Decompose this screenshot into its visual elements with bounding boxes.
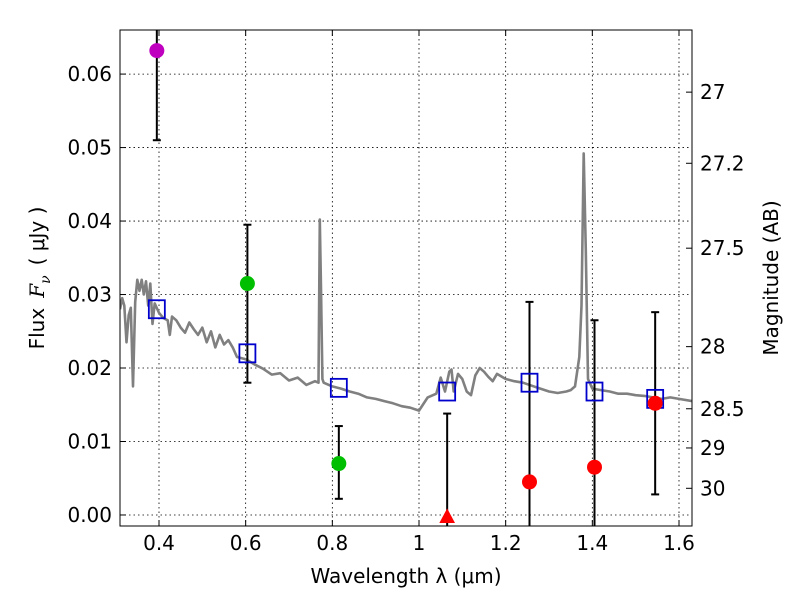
observed-point — [331, 456, 347, 472]
magnitude-tick-label: 27.2 — [700, 151, 745, 175]
y-axis-label-subscript: ν — [38, 275, 54, 284]
y-tick-label: 0.01 — [67, 429, 112, 453]
gridlines — [120, 30, 692, 526]
x-axis-label: Wavelength λ (μm) — [310, 564, 501, 588]
model-square — [438, 381, 457, 402]
magnitude-tick-label: 29 — [700, 436, 725, 460]
magnitude-tick-label: 30 — [700, 476, 725, 500]
x-tick-label: 1 — [413, 531, 426, 555]
observed-point — [149, 43, 165, 59]
y-axis-label-prefix: Flux — [25, 308, 49, 350]
model-square — [585, 381, 604, 402]
y-tick-label: 0.06 — [67, 62, 112, 86]
observed-point — [439, 508, 456, 523]
magnitude-tick-label: 28 — [700, 335, 725, 359]
x-tick-label: 1.2 — [490, 531, 522, 555]
observed-point — [239, 276, 255, 292]
y-tick-label: 0.02 — [67, 356, 112, 380]
x-tick-label: 1.4 — [576, 531, 608, 555]
magnitude-axis-label: Magnitude (AB) — [759, 200, 783, 355]
y-axis-label-symbol: F — [25, 283, 49, 299]
x-tick-label: 1.6 — [663, 531, 695, 555]
y-tick-label: 0.04 — [67, 209, 112, 233]
y-tick-label: 0.05 — [67, 136, 112, 160]
plot-area — [120, 30, 692, 526]
magnitude-tick-label: 27 — [700, 80, 725, 104]
model-square — [147, 299, 166, 320]
x-tick-label: 0.6 — [230, 531, 262, 555]
y-tick-label: 0.00 — [67, 503, 112, 527]
plot-frame — [119, 29, 693, 527]
sed-line — [120, 152, 692, 412]
magnitude-tick-label: 27.5 — [700, 236, 745, 260]
y-axis-label: Flux Fν ( μJy ) — [25, 207, 54, 350]
y-axis-label-unit: ( μJy ) — [25, 207, 49, 266]
observed-point — [522, 474, 537, 490]
observed-point — [647, 395, 663, 411]
ticks: 0.4 0.6 0.8 1 1.2 1.4 1.6 0.00 0.01 0.02 0.03 0.04 0… — [67, 30, 745, 555]
x-tick-label: 0.4 — [143, 531, 175, 555]
model-square — [329, 377, 348, 398]
y-tick-label: 0.03 — [67, 283, 112, 307]
model-square — [238, 343, 257, 364]
magnitude-tick-label: 28.5 — [700, 397, 745, 421]
x-tick-label: 0.8 — [316, 531, 348, 555]
observed-point — [587, 459, 602, 475]
model-square — [520, 372, 539, 393]
